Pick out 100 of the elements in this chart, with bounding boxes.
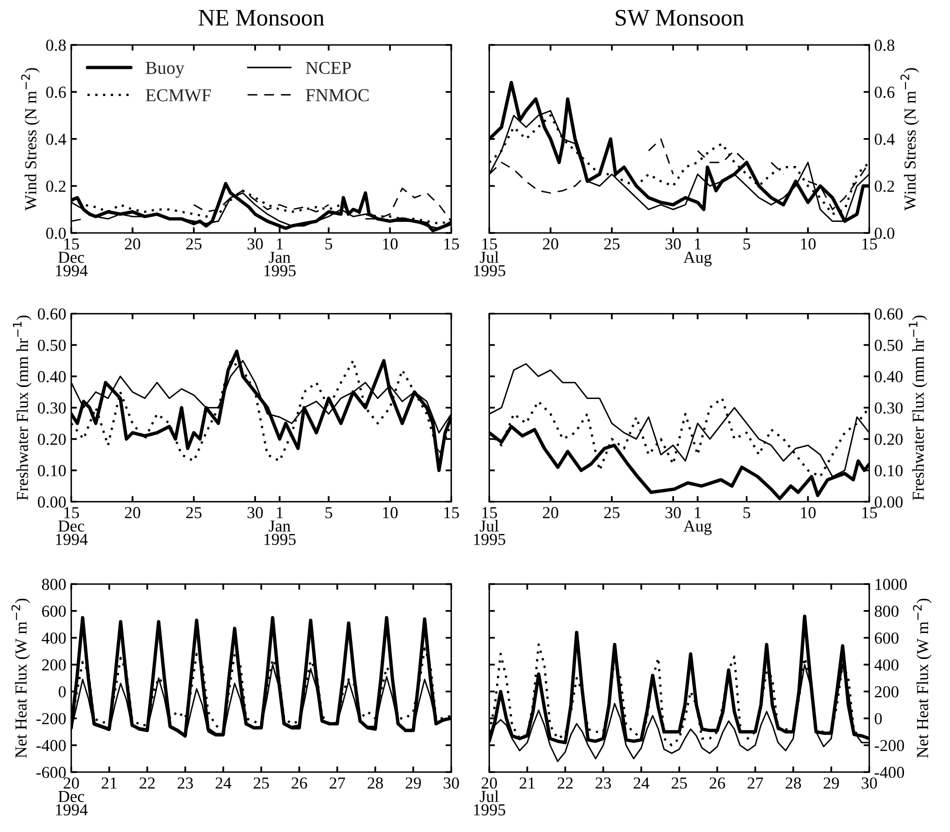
y2-tick-label: 0.0 bbox=[874, 228, 894, 239]
y-tick-label: 0.00 bbox=[38, 496, 66, 508]
x-tick-label: 15 Dec 1994 bbox=[56, 238, 88, 276]
x-tick-label: 1 Jan 1995 bbox=[264, 238, 296, 276]
x-tick-label: 24 bbox=[216, 777, 232, 789]
x-tick-label: 25 bbox=[672, 777, 687, 789]
y-tick-label: 0.4 bbox=[46, 134, 66, 145]
x-tick-label: 20 bbox=[124, 238, 140, 250]
x-tick-label: 22 bbox=[140, 777, 155, 789]
y-tick-label: 200 bbox=[42, 659, 66, 671]
x-tick-label: 27 bbox=[330, 777, 346, 789]
y2-axis-title: Wind Stress (N m$^{−2}$) bbox=[900, 68, 920, 211]
x-tick-label: 5 bbox=[743, 507, 750, 518]
y-tick-label: 0.8 bbox=[46, 40, 66, 51]
x-tick-label: 15 Dec 1994 bbox=[56, 507, 88, 546]
x-tick-label: 5 bbox=[325, 238, 332, 250]
y2-tick-label: 400 bbox=[874, 659, 898, 671]
y-tick-label: -400 bbox=[36, 740, 66, 752]
x-tick-label: 30 bbox=[862, 777, 877, 789]
x-tick-label: 15 bbox=[444, 507, 459, 518]
x-tick-label: 10 bbox=[801, 238, 816, 250]
y-tick-label: 0 bbox=[58, 686, 66, 698]
x-tick-label: 23 bbox=[596, 777, 611, 789]
x-tick-label: 5 bbox=[743, 238, 750, 250]
y2-tick-label: 0.8 bbox=[874, 40, 894, 51]
chart-title: NE Monsoon bbox=[198, 10, 324, 26]
x-tick-label: 15 bbox=[444, 238, 459, 250]
x-tick-label: 27 bbox=[748, 777, 764, 789]
y-tick-label: 0.10 bbox=[38, 465, 66, 476]
x-tick-label: 25 bbox=[186, 238, 202, 250]
x-tick-label: 20 bbox=[542, 238, 558, 250]
y-axis-title: Wind Stress (N m$^{−2}$) bbox=[21, 68, 40, 211]
x-tick-label: 22 bbox=[558, 777, 573, 789]
legend-label: NCEP bbox=[306, 62, 351, 74]
y-tick-label: 400 bbox=[42, 632, 66, 644]
y2-axis-title: Freshwater Flux (mm hr$^{−1}$) bbox=[908, 316, 928, 500]
x-tick-label: 28 bbox=[786, 777, 801, 789]
y-tick-label: 800 bbox=[42, 578, 66, 590]
y-axis-title: Net Heat Flux (W m$^{−2}$) bbox=[11, 598, 30, 758]
y2-tick-label: 200 bbox=[874, 686, 898, 698]
x-tick-label: 15 bbox=[862, 238, 877, 250]
y2-tick-label: 0.20 bbox=[874, 434, 903, 446]
legend-label: FNMOC bbox=[306, 89, 369, 102]
y-tick-label: 0.30 bbox=[38, 402, 66, 414]
x-tick-label: 20 Jul 1995 bbox=[474, 777, 506, 816]
x-tick-label: 10 bbox=[383, 507, 398, 518]
x-tick-label: 23 bbox=[178, 777, 193, 789]
x-tick-label: 30 bbox=[666, 238, 681, 250]
x-tick-label: 25 bbox=[186, 507, 202, 518]
x-tick-label: 21 bbox=[520, 777, 535, 789]
y2-axis-title: Net Heat Flux (W m$^{−2}$) bbox=[913, 598, 932, 758]
x-tick-label: 20 bbox=[124, 507, 140, 518]
y2-tick-label: 0.00 bbox=[874, 496, 903, 508]
y2-tick-label: 800 bbox=[874, 606, 898, 617]
x-tick-label: 30 bbox=[248, 238, 263, 250]
y-tick-label: 0.2 bbox=[46, 180, 66, 192]
x-tick-label: 26 bbox=[710, 777, 726, 789]
x-tick-label: 21 bbox=[102, 777, 117, 789]
x-tick-label: 28 bbox=[368, 777, 383, 789]
y-tick-label: 0.20 bbox=[38, 434, 66, 446]
y2-tick-label: 0.2 bbox=[874, 180, 894, 192]
y2-tick-label: 0 bbox=[874, 713, 882, 724]
y2-tick-label: 600 bbox=[874, 632, 898, 644]
y2-tick-label: -400 bbox=[874, 766, 904, 778]
y2-tick-label: 0.4 bbox=[874, 134, 895, 145]
x-tick-label: 20 bbox=[542, 507, 558, 518]
x-tick-label: 15 bbox=[862, 507, 877, 518]
x-tick-label: 15 Jul 1995 bbox=[474, 238, 506, 276]
y2-tick-label: 0.10 bbox=[874, 465, 903, 476]
x-tick-label: 10 bbox=[383, 238, 398, 250]
y2-tick-label: 0.40 bbox=[874, 371, 903, 382]
y2-tick-label: 0.50 bbox=[874, 340, 903, 352]
x-tick-label: 29 bbox=[406, 777, 421, 789]
x-tick-label: 5 bbox=[325, 507, 332, 518]
x-tick-label: 25 bbox=[604, 238, 620, 250]
legend-label: Buoy bbox=[146, 62, 184, 78]
y-tick-label: 0.60 bbox=[38, 308, 66, 320]
y2-tick-label: 0.30 bbox=[874, 402, 903, 414]
y2-tick-label: 0.60 bbox=[874, 308, 903, 320]
chart-title: SW Monsoon bbox=[616, 10, 744, 26]
x-tick-label: 1 Aug bbox=[683, 507, 712, 536]
y-axis-title: Freshwater Flux (mm hr$^{−1}$) bbox=[13, 316, 32, 500]
y-tick-label: -600 bbox=[36, 766, 66, 778]
x-tick-label: 30 bbox=[248, 507, 263, 518]
x-tick-label: 29 bbox=[824, 777, 839, 789]
x-tick-label: 26 bbox=[292, 777, 308, 789]
y-tick-label: -200 bbox=[36, 713, 66, 724]
y2-tick-label: -200 bbox=[874, 740, 904, 752]
x-tick-label: 24 bbox=[634, 777, 650, 789]
legend-label: ECMWF bbox=[146, 89, 211, 102]
x-tick-label: 25 bbox=[254, 777, 269, 789]
x-tick-label: 30 bbox=[666, 507, 681, 518]
x-tick-label: 10 bbox=[801, 507, 816, 518]
y2-tick-label: 1000 bbox=[876, 578, 907, 590]
y-tick-label: 0.50 bbox=[38, 340, 66, 352]
x-tick-label: 15 Jul 1995 bbox=[474, 507, 506, 546]
x-tick-label: 25 bbox=[604, 507, 620, 518]
y-tick-label: 0.6 bbox=[46, 86, 66, 98]
x-tick-label: 30 bbox=[444, 777, 459, 789]
y-tick-label: 0.40 bbox=[38, 371, 66, 382]
